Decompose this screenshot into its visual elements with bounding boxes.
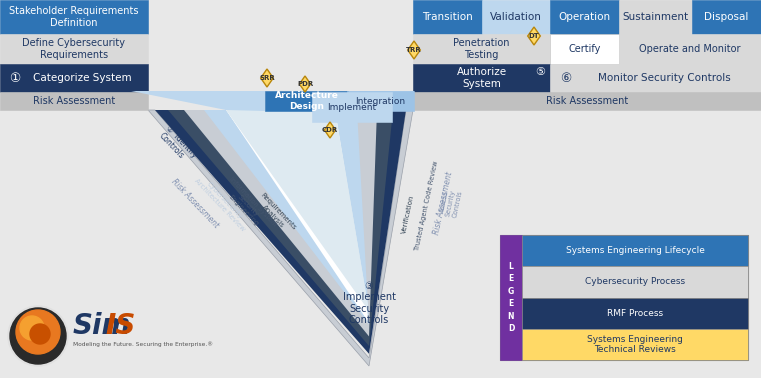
Text: Verification: Verification bbox=[401, 194, 415, 234]
Text: ①: ① bbox=[9, 71, 21, 85]
Text: RMF Process: RMF Process bbox=[607, 308, 663, 318]
Text: Integration: Integration bbox=[355, 96, 406, 105]
Text: Disposal: Disposal bbox=[705, 12, 749, 22]
Bar bbox=[522, 329, 748, 360]
Text: Cybersecurity
Architecture Review: Cybersecurity Architecture Review bbox=[193, 173, 251, 233]
Text: ②  Identify
Controls: ② Identify Controls bbox=[157, 124, 199, 166]
Text: Risk Assessment: Risk Assessment bbox=[546, 96, 628, 106]
Polygon shape bbox=[204, 110, 369, 324]
Bar bbox=[413, 0, 482, 34]
Polygon shape bbox=[226, 110, 369, 323]
Bar bbox=[0, 64, 148, 92]
Bar bbox=[550, 64, 761, 92]
Polygon shape bbox=[226, 110, 369, 311]
Text: Architecture
Design: Architecture Design bbox=[275, 91, 339, 111]
Polygon shape bbox=[261, 69, 273, 87]
Text: ③
Implement
Security
Controls: ③ Implement Security Controls bbox=[342, 280, 396, 325]
Bar bbox=[522, 297, 748, 329]
Bar bbox=[0, 92, 148, 110]
Text: L
E
G
E
N
D: L E G E N D bbox=[508, 262, 514, 333]
Bar bbox=[413, 92, 761, 110]
Polygon shape bbox=[333, 91, 414, 110]
Bar bbox=[619, 0, 692, 34]
Bar bbox=[482, 0, 550, 34]
Text: Define Cybersecurity
Requirements: Define Cybersecurity Requirements bbox=[23, 38, 126, 60]
Text: ⑤: ⑤ bbox=[535, 67, 545, 77]
Bar bbox=[550, 34, 619, 64]
Polygon shape bbox=[215, 91, 265, 110]
Bar bbox=[619, 34, 761, 64]
Bar bbox=[500, 235, 748, 360]
Text: PDR: PDR bbox=[297, 81, 313, 87]
Bar bbox=[500, 235, 522, 360]
Text: Requirements
Analysis: Requirements Analysis bbox=[255, 192, 298, 236]
Circle shape bbox=[20, 316, 44, 340]
Text: Certify: Certify bbox=[568, 44, 600, 54]
Polygon shape bbox=[226, 110, 369, 311]
Circle shape bbox=[16, 310, 60, 354]
Text: Sim: Sim bbox=[73, 312, 132, 340]
Bar bbox=[0, 34, 148, 64]
Text: Sustainment: Sustainment bbox=[622, 12, 689, 22]
Bar bbox=[550, 0, 619, 34]
Bar bbox=[522, 266, 748, 297]
Text: Authorize
System: Authorize System bbox=[457, 67, 507, 89]
Polygon shape bbox=[324, 122, 336, 138]
Polygon shape bbox=[527, 27, 540, 45]
Text: Penetration
Testing: Penetration Testing bbox=[454, 38, 510, 60]
Polygon shape bbox=[168, 110, 393, 346]
Text: Assess
Security
Controls: Assess Security Controls bbox=[438, 187, 463, 218]
Polygon shape bbox=[131, 91, 265, 111]
Bar bbox=[413, 64, 550, 92]
Text: Categorize System: Categorize System bbox=[33, 73, 132, 83]
Polygon shape bbox=[148, 110, 413, 366]
Polygon shape bbox=[408, 41, 420, 59]
Text: SRR: SRR bbox=[260, 75, 275, 81]
Text: Implement: Implement bbox=[327, 102, 377, 112]
Text: Modeling the Future. Securing the Enterprise.®: Modeling the Future. Securing the Enterp… bbox=[73, 341, 213, 347]
Circle shape bbox=[8, 306, 68, 366]
Text: ⑥: ⑥ bbox=[560, 71, 572, 85]
Text: Risk Assessment: Risk Assessment bbox=[432, 171, 454, 235]
Text: Stakeholder Requirements
Definition: Stakeholder Requirements Definition bbox=[9, 6, 139, 28]
Text: Risk Assessment: Risk Assessment bbox=[170, 177, 221, 229]
Text: Information System
Security
Engineering: Information System Security Engineering bbox=[218, 175, 278, 237]
Text: Transition: Transition bbox=[422, 12, 473, 22]
Bar bbox=[692, 0, 761, 34]
Text: Risk Assessment: Risk Assessment bbox=[33, 96, 115, 106]
Text: IS: IS bbox=[105, 312, 135, 340]
Polygon shape bbox=[184, 110, 377, 336]
Bar bbox=[0, 0, 148, 34]
Text: Systems Engineering Lifecycle: Systems Engineering Lifecycle bbox=[565, 246, 705, 255]
Text: Systems Engineering
Technical Reviews: Systems Engineering Technical Reviews bbox=[587, 335, 683, 354]
Text: Operation: Operation bbox=[559, 12, 610, 22]
Circle shape bbox=[10, 308, 66, 364]
Bar bbox=[312, 92, 392, 122]
Text: Monitor Security Controls: Monitor Security Controls bbox=[598, 73, 731, 83]
Bar bbox=[522, 235, 748, 266]
Polygon shape bbox=[155, 110, 406, 354]
Text: Trusted Agent Code Review: Trusted Agent Code Review bbox=[415, 161, 440, 251]
Text: Operate and Monitor: Operate and Monitor bbox=[639, 44, 740, 54]
Bar bbox=[413, 34, 550, 64]
Text: CDR: CDR bbox=[322, 127, 338, 133]
Bar bbox=[347, 91, 414, 111]
Text: DT: DT bbox=[529, 33, 540, 39]
Bar bbox=[265, 91, 348, 111]
Text: Validation: Validation bbox=[490, 12, 542, 22]
Text: TRR: TRR bbox=[406, 47, 422, 53]
Polygon shape bbox=[299, 76, 310, 92]
Text: Cybersecurity Process: Cybersecurity Process bbox=[585, 277, 685, 287]
Circle shape bbox=[30, 324, 50, 344]
